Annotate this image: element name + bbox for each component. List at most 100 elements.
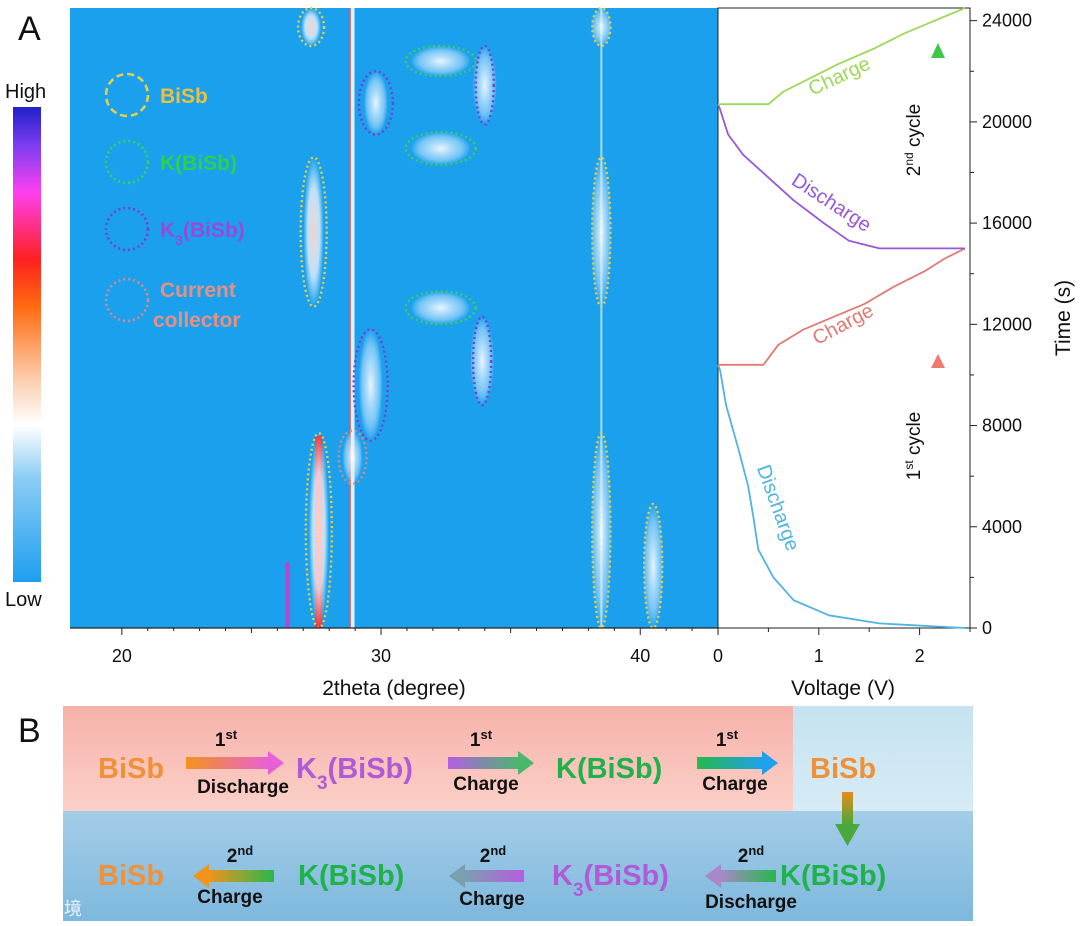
colorbar (13, 107, 41, 582)
legend-swatch-kbisb (104, 139, 150, 185)
cc-streak (350, 8, 355, 628)
row1-arrow-3: 1st Charge (697, 727, 778, 795)
row1-arrow-3-shaft (697, 757, 763, 769)
row2-arrow-1-head (705, 864, 721, 888)
heatmap-intensity-6 (643, 504, 664, 628)
heatmap-intensity-9 (410, 45, 471, 77)
heatmap-intensity-11 (363, 71, 388, 135)
heatmap-tick-label-30: 30 (371, 646, 391, 666)
heatmap-intensity-12 (470, 316, 495, 406)
watermark: 大数跨境 (10, 899, 82, 919)
row2-arrow-1-label: Discharge (705, 892, 797, 913)
row1-arrow-2: 1st Charge (448, 727, 534, 795)
row1-arrow-3-order: 1st (716, 727, 739, 752)
voltage-curve-1st-discharge (717, 364, 966, 629)
phase-ring-bisb-3 (591, 431, 612, 630)
cycle2-label: 2nd cycle (902, 104, 925, 177)
row1-arrow-1: 1st Discharge (186, 727, 289, 798)
row2-arrow-3-head (193, 864, 209, 888)
heatmap-intensity-1 (303, 157, 324, 307)
row2-arrow-2-shaft (464, 870, 524, 882)
row1-arrow-2-shaft (448, 757, 520, 769)
voltage-tick-label-2: 2 (915, 646, 925, 666)
row2-arrow-2-order: 2nd (480, 843, 507, 868)
phase-ring-bisb-2 (304, 431, 334, 630)
time-tick-label-8000: 8000 (982, 416, 1022, 436)
voltage-curve-1st-charge (718, 247, 966, 366)
row2-arrow-1-shaft (720, 870, 776, 882)
time-tick-label-4000: 4000 (982, 517, 1022, 537)
row2-kbisb-start: K(BiSb) (780, 860, 886, 892)
row2-arrow-3-order: 2nd (227, 843, 254, 868)
phase-ring-k3-bisb--10 (352, 328, 389, 442)
legend-label-bisb: BiSb (160, 85, 208, 108)
row1-bisb-end: BiSb (810, 753, 876, 785)
row1-arrow-2-order: 1st (470, 727, 493, 752)
voltage-plot-frame (717, 7, 971, 629)
time-tick-label-12000: 12000 (982, 314, 1032, 334)
colorbar-high-label: High (5, 81, 46, 103)
row1-k3bisb: K3(BiSb) (296, 753, 413, 794)
time-tick-label-16000: 16000 (982, 213, 1032, 233)
cycle1-arrowhead (931, 354, 945, 368)
time-tick-label-0: 0 (982, 618, 992, 638)
down-arrow-head (835, 824, 860, 846)
bisb-26-streak (285, 562, 290, 628)
heatmap-intensity-13 (472, 45, 497, 125)
flow-right-band (793, 706, 973, 811)
phase-ring-k-bisb--9 (404, 44, 477, 78)
heatmap-tick-label-20: 20 (112, 646, 132, 666)
voltage-tick-label-1: 1 (814, 646, 824, 666)
legend-label-cc-line2: collector (153, 309, 241, 332)
xrd-heatmap: BiSb K(BiSb) K3(BiSb) Current collector 20 30… (70, 6, 718, 700)
heatmap-intensity-0 (301, 8, 322, 46)
heatmap-intensity-7 (410, 291, 471, 325)
heatmap-intensity-10 (358, 329, 383, 441)
row2-arrow-3: 2nd Charge (193, 843, 274, 908)
phase-ring-k3-bisb--13 (474, 44, 495, 126)
row2-arrow-3-shaft (208, 870, 274, 882)
row2-arrow-2-head (449, 864, 465, 888)
legend-label-cc: Current (160, 279, 236, 302)
heatmap-intensity-14 (342, 430, 363, 484)
phase-ring-bisb-5 (591, 6, 612, 48)
row2-arrow-2: 2nd Charge (449, 843, 525, 910)
phase-ring-k3-bisb--12 (471, 315, 493, 407)
heatmap-intensity-2 (308, 433, 329, 628)
row1-arrow-1-head (268, 751, 284, 775)
legend-label-k3bisb: K3(BiSb) (160, 219, 245, 248)
heatmap-tick-label-40: 40 (630, 646, 650, 666)
panel-b-label: B (18, 712, 41, 750)
row2-arrow-1: 2nd Discharge (705, 843, 797, 913)
time-tick-label-20000: 20000 (982, 112, 1032, 132)
row2-arrow-2-label: Charge (459, 889, 524, 910)
row1-bisb: BiSb (98, 753, 164, 785)
voltage-curve-2nd-discharge (717, 103, 965, 250)
legend-label-kbisb: K(BiSb) (160, 152, 237, 175)
heatmap-intensity-4 (591, 157, 612, 307)
row1-arrow-1-shaft (186, 757, 270, 769)
heatmap-xlabel: 2theta (degree) (322, 677, 466, 700)
cycle2-arrowhead (931, 43, 945, 58)
phase-ring-bisb-0 (296, 6, 326, 48)
colorbar-low-label: Low (5, 589, 42, 611)
phase-ring-k-bisb--7 (404, 290, 477, 326)
phase-ring-k3-bisb--11 (357, 70, 395, 136)
time-tick-label-24000: 24000 (982, 11, 1032, 31)
row1-arrow-1-order: 1st (215, 727, 238, 752)
voltage-xlabel: Voltage (V) (791, 677, 895, 700)
row2-k3bisb: K3(BiSb) (552, 860, 669, 901)
voltage-profile: 0 1 2 0 4000 8000 12000 16000 20000 24000 Voltage… (713, 7, 1075, 700)
legend-swatch-bisb (104, 72, 150, 118)
row1-arrow-3-head (762, 751, 778, 775)
heatmap-intensity-3 (591, 433, 612, 628)
down-arrow (835, 792, 860, 846)
row2-arrow-3-label: Charge (197, 887, 262, 908)
row1-arrow-3-label: Charge (702, 774, 767, 795)
flow-top-band (63, 706, 793, 811)
phase-ring-bisb-1 (299, 156, 328, 308)
phase-ring-k-bisb--8 (404, 130, 477, 167)
panel-a-label: A (18, 10, 41, 48)
cc-streak-core (348, 8, 351, 628)
